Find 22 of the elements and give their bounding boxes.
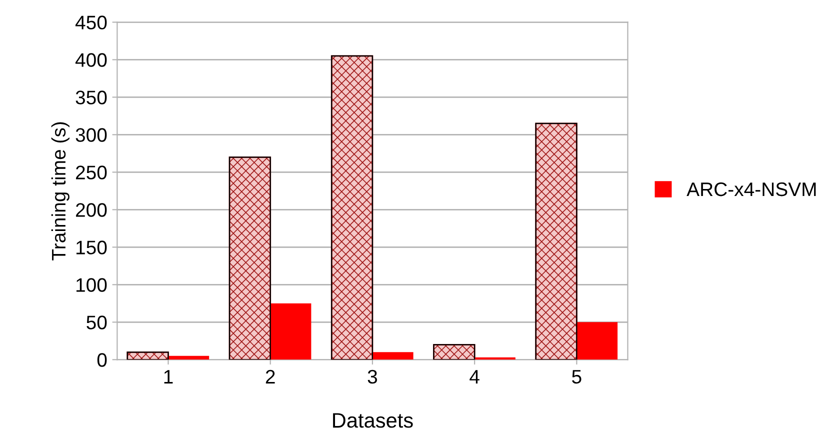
y-tick-label: 450 [75, 16, 107, 30]
y-tick-label: 200 [76, 203, 107, 217]
y-tick-label: 50 [86, 316, 107, 330]
y-tick-label: 250 [76, 166, 107, 180]
y-tick-label: 300 [76, 128, 107, 142]
x-tick-label: 1 [164, 370, 173, 384]
bar [270, 303, 312, 360]
x-tick-label: 3 [368, 370, 378, 384]
x-tick-label: 4 [470, 370, 480, 384]
x-axis-title: Datasets [333, 413, 413, 428]
x-tick-label: 2 [266, 370, 275, 384]
x-tick-label: 5 [572, 370, 582, 384]
y-axis-title: Training time (s) [51, 122, 70, 260]
bar [168, 356, 210, 360]
y-tick-label: 0 [97, 353, 107, 367]
bar [372, 352, 414, 360]
y-tick-label: 100 [76, 278, 107, 292]
y-tick-label: 350 [76, 90, 107, 104]
legend-label: ARC-x4-NSVM [686, 182, 816, 196]
y-tick-label: 400 [75, 53, 107, 67]
y-tick-label: 150 [76, 240, 107, 254]
bar [576, 322, 618, 360]
